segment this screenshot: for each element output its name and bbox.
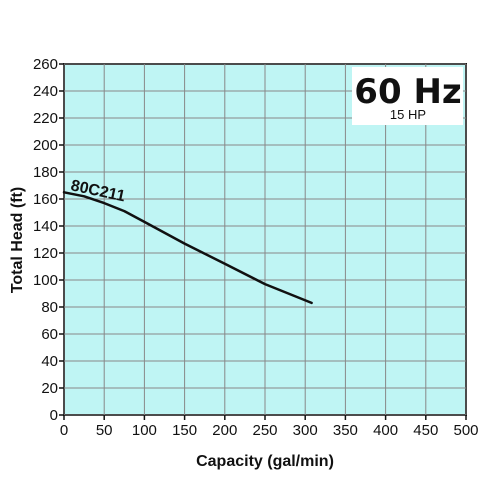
y-tick-label: 180 xyxy=(33,164,58,181)
y-tick-label: 240 xyxy=(33,83,58,100)
frequency-box xyxy=(352,67,463,125)
y-tick-label: 20 xyxy=(41,380,58,397)
frequency-label: 60 Hz xyxy=(354,72,461,112)
x-tick-label: 50 xyxy=(96,422,113,439)
y-tick-label: 80 xyxy=(41,299,58,316)
x-tick-label: 400 xyxy=(373,422,398,439)
y-tick-label: 220 xyxy=(33,110,58,127)
y-tick-label: 100 xyxy=(33,272,58,289)
x-tick-label: 100 xyxy=(132,422,157,439)
series-line xyxy=(62,191,313,305)
x-tick-label: 500 xyxy=(453,422,478,439)
x-tick-label: 350 xyxy=(333,422,358,439)
y-tick-label: 260 xyxy=(33,56,58,73)
x-tick-label: 450 xyxy=(413,422,438,439)
y-tick-label: 200 xyxy=(33,137,58,154)
x-tick-label: 250 xyxy=(252,422,277,439)
y-tick-label: 120 xyxy=(33,245,58,262)
y-tick-label: 140 xyxy=(33,218,58,235)
y-tick-label: 160 xyxy=(33,191,58,208)
y-tick-label: 60 xyxy=(41,326,58,343)
x-tick-label: 300 xyxy=(293,422,318,439)
x-tick-label: 200 xyxy=(212,422,237,439)
x-tick-label: 150 xyxy=(172,422,197,439)
y-tick-label: 40 xyxy=(41,353,58,370)
y-axis-label: Total Head (ft) xyxy=(9,187,26,293)
power-label: 15 HP xyxy=(390,107,426,122)
x-tick-label: 0 xyxy=(60,422,68,439)
y-tick-label: 0 xyxy=(50,407,58,424)
x-axis-label: Capacity (gal/min) xyxy=(196,453,334,470)
